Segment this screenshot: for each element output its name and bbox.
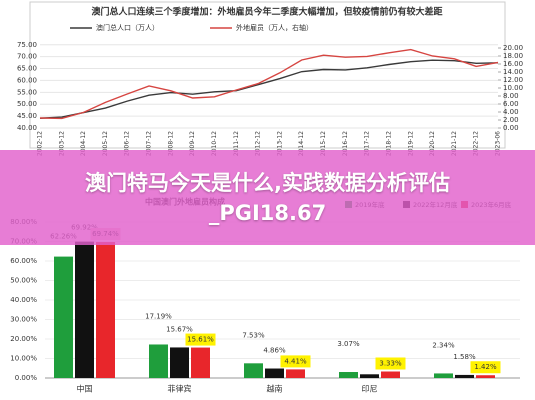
x-tick-label: 2003-12 [58,131,65,156]
y2-tick-label: 0.00 [503,124,519,132]
y2-tick-label: 10.00 [503,84,523,92]
bar [170,347,189,378]
top-frame [29,1,506,149]
series-line [39,48,499,120]
bar [54,256,73,378]
bar [381,371,400,378]
value-label-bg [375,357,406,370]
bar [286,369,305,378]
y2-tick-label: 2.00 [503,116,519,124]
y-tick-label: 60.00 [17,76,37,84]
y-tick-label: 50.00% [10,277,37,285]
y-tick-label: 40.00% [10,296,37,304]
legend-label: 外地雇员（万人，右轴） [236,23,313,32]
value-label: 4.41% [284,357,307,365]
y-tick-label: 0.00% [15,374,38,382]
x-tick-label: 2021-12 [451,131,458,156]
y-tick-label: 45.00 [17,112,37,120]
x-tick-label: 2023-06 [495,131,502,156]
y-tick-label: 55.00 [17,88,37,96]
bar [244,363,263,378]
x-tick-label: 2010-12 [211,131,218,156]
series-line [39,59,499,119]
bar [434,373,453,378]
x-tick-label: 2004-12 [80,131,87,156]
banner: 澳门特马今天是什么,实践数据分析评估_PGI18.67 [0,150,535,245]
x-tick-label: 2020-12 [429,131,436,156]
bar [265,368,284,378]
value-label: 1.42% [474,363,497,371]
x-tick-label: 中国 [77,384,93,394]
x-tick-label: 2009-12 [189,131,196,156]
bar [96,242,115,378]
y2-tick-label: 18.00 [503,52,523,60]
value-label-bg [185,333,216,346]
bar [149,344,168,378]
y-tick-label: 30.00% [10,316,37,324]
bar [75,241,94,378]
y-tick-label: 10.00% [10,355,37,363]
x-tick-label: 印尼 [362,385,378,394]
y2-tick-label: 20.00 [503,44,523,52]
y-tick-label: 60.00% [10,257,37,265]
value-label: 2.34% [432,341,455,349]
value-label: 1.58% [453,353,476,361]
x-tick-label: 2016-12 [342,131,349,156]
y-tick-label: 75.00 [17,41,37,49]
x-tick-label: 2022-12 [473,131,480,156]
value-label: 3.07% [337,340,360,348]
bar [455,374,474,378]
x-tick-label: 2006-12 [124,131,131,156]
y-tick-label: 20.00% [10,335,37,343]
value-label-bg [280,355,311,368]
x-tick-label: 2015-12 [320,131,327,156]
value-label-bg [470,361,501,374]
x-tick-label: 2013-12 [276,131,283,156]
value-label: 15.61% [187,336,214,344]
chart-title: 澳门总人口连续三个季度增加：外地雇员今年二季度大幅增加，但较疫情前仍有较大差距 [91,6,442,18]
x-tick-label: 2019-12 [407,131,414,156]
value-label: 7.53% [242,331,265,339]
x-tick-label: 2017-12 [364,131,371,156]
banner-text: 澳门特马今天是什么,实践数据分析评估_PGI18.67 [85,170,450,225]
value-label: 17.19% [145,312,172,320]
y-tick-label: 50.00 [17,100,37,108]
x-tick-label: 2008-12 [167,131,174,156]
x-tick-label: 2018-12 [385,131,392,156]
bar [476,375,495,378]
x-tick-label: 2012-12 [255,131,262,156]
y2-tick-label: 4.00 [503,108,519,116]
x-tick-label: 2014-12 [298,131,305,156]
x-tick-label: 2005-12 [102,131,109,156]
y-tick-label: 40.00 [17,124,37,132]
x-tick-label: 2007-12 [146,131,153,156]
value-label: 3.33% [379,360,402,368]
y2-tick-label: 14.00 [503,68,523,76]
y-tick-label: 65.00 [17,65,37,73]
x-tick-label: 越南 [267,384,283,394]
y2-tick-label: 12.00 [503,76,523,84]
y2-tick-label: 16.00 [503,60,523,68]
x-tick-label: 2011-12 [233,131,240,156]
value-label: 4.86% [263,347,286,355]
x-tick-label: 2002-12 [37,131,44,156]
y2-tick-label: 8.00 [503,92,519,100]
y2-tick-label: 6.00 [503,100,519,108]
bar [191,347,210,378]
legend-label: 澳门总人口（万人） [96,23,159,32]
y-tick-label: 70.00 [17,53,37,61]
value-label: 15.67% [166,325,193,333]
bar [360,374,379,378]
bar [339,372,358,378]
x-tick-label: 菲律宾 [168,384,192,394]
